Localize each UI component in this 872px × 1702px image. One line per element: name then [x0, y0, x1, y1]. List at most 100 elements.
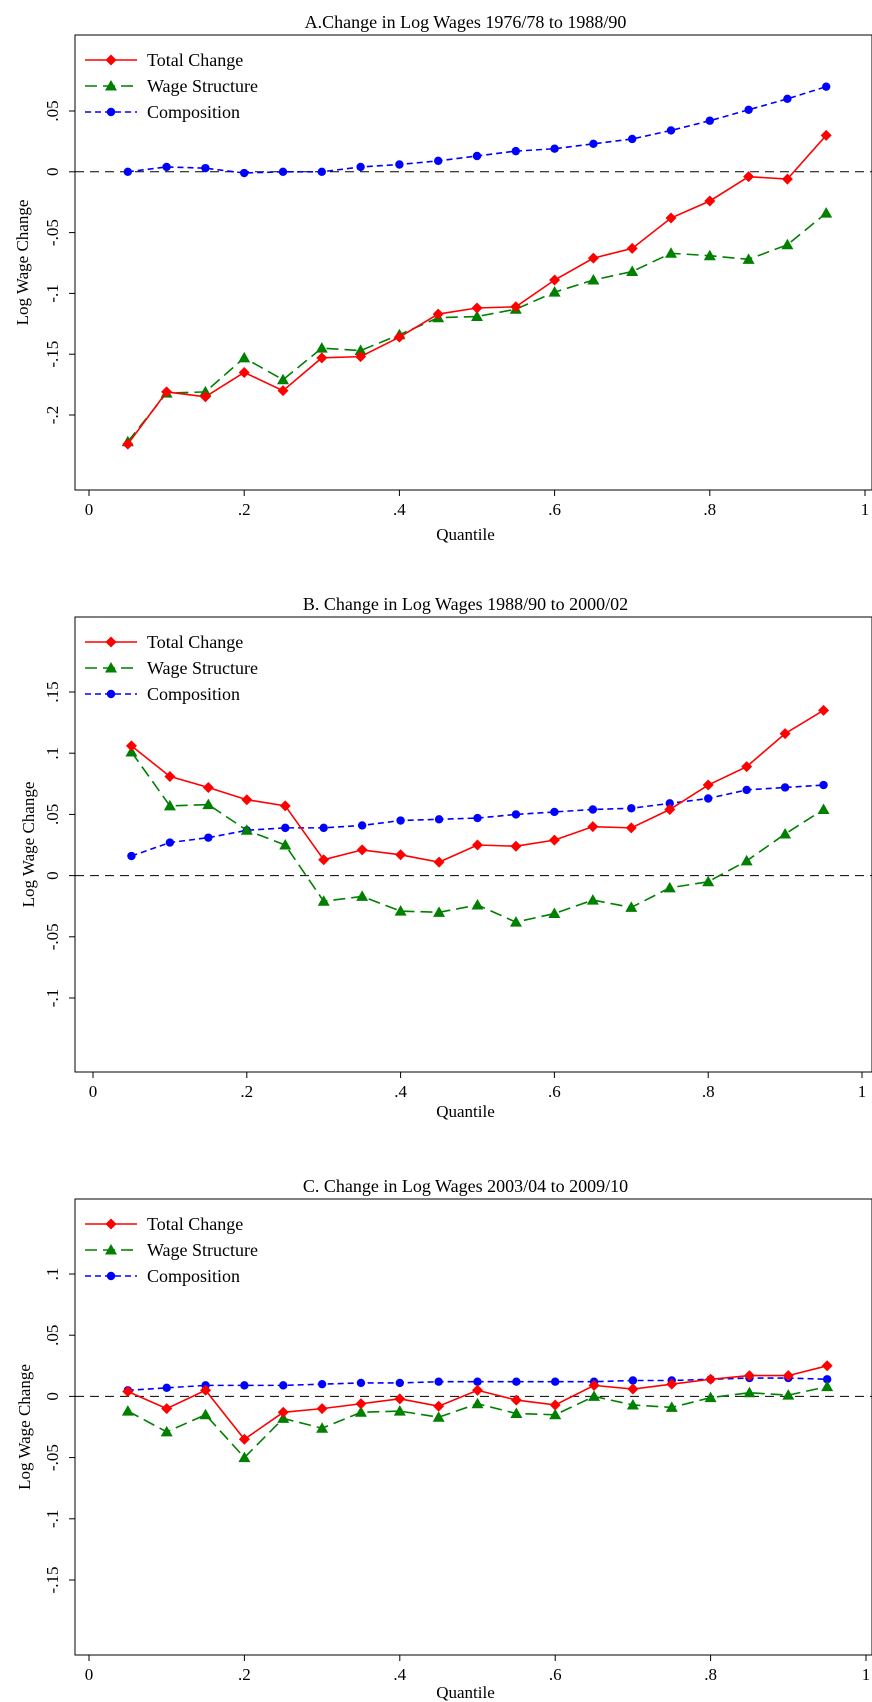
data-point	[820, 129, 832, 141]
data-point	[780, 783, 790, 792]
data-point	[741, 761, 753, 773]
data-point	[396, 816, 405, 825]
y-tick-label: -.2	[43, 406, 62, 424]
data-point	[548, 907, 561, 919]
data-point	[703, 249, 716, 261]
x-tick-label: .2	[238, 500, 251, 519]
data-point	[549, 1408, 562, 1420]
data-point	[432, 1411, 445, 1422]
data-point	[548, 834, 560, 846]
data-point	[743, 1386, 756, 1398]
data-point	[164, 770, 176, 782]
legend-marker-wage	[105, 80, 117, 91]
legend-marker-total	[105, 54, 117, 66]
data-point	[432, 308, 444, 320]
data-point	[625, 901, 638, 912]
x-tick-label: .6	[549, 1665, 562, 1684]
data-point	[510, 1394, 522, 1406]
data-point	[473, 1377, 482, 1386]
series-total	[122, 1360, 833, 1445]
data-point	[512, 1377, 521, 1386]
series-composition	[123, 82, 831, 178]
y-tick-label: .1	[43, 1268, 62, 1281]
data-point	[704, 1391, 717, 1403]
data-point	[626, 265, 639, 277]
data-point	[510, 301, 522, 313]
y-axis-label: Log Wage Change	[19, 782, 38, 908]
x-tick-label: 1	[858, 1082, 867, 1101]
series-total	[122, 129, 832, 450]
legend-marker-composition	[106, 107, 116, 117]
x-tick-label: .4	[394, 1082, 407, 1101]
data-point	[472, 839, 483, 851]
data-point	[743, 171, 755, 183]
data-point	[740, 854, 753, 866]
data-point	[279, 839, 292, 850]
chart-panel-1: A.Change in Log Wages 1976/78 to 1988/90…	[13, 12, 872, 544]
data-point	[510, 840, 522, 852]
x-tick-label: 0	[85, 500, 94, 519]
legend-label-composition: Composition	[147, 102, 240, 122]
data-point	[317, 167, 326, 176]
legend-marker-composition	[106, 689, 116, 699]
data-point	[782, 1389, 795, 1400]
data-point	[779, 728, 791, 740]
series-wage	[121, 207, 833, 447]
x-tick-label: .2	[238, 1665, 251, 1684]
data-point	[743, 1370, 755, 1382]
data-point	[588, 1390, 601, 1401]
legend: Total Change Wage Structure Composition	[85, 50, 258, 122]
data-point	[279, 800, 291, 812]
data-point	[238, 366, 250, 378]
data-point	[240, 824, 253, 835]
x-axis-label: Quantile	[436, 1683, 495, 1702]
data-point	[165, 838, 175, 847]
legend-marker-total	[105, 636, 117, 648]
data-point	[472, 1384, 483, 1396]
data-point	[123, 167, 132, 176]
data-point	[238, 1433, 250, 1445]
data-point	[433, 906, 446, 917]
data-point	[702, 779, 714, 791]
y-tick-label: 0	[43, 168, 62, 177]
data-point	[821, 1380, 834, 1392]
data-point	[744, 105, 753, 114]
data-point	[433, 856, 445, 868]
data-point	[393, 1405, 406, 1416]
data-point	[357, 821, 367, 830]
data-point	[277, 373, 289, 385]
data-point	[355, 351, 367, 363]
y-tick-label: .1	[43, 747, 62, 760]
chart-panel-3: C. Change in Log Wages 2003/04 to 2009/1…	[15, 1176, 872, 1702]
y-tick-label: 0	[43, 871, 62, 880]
y-tick-label: -.1	[43, 284, 62, 302]
data-point	[433, 1400, 445, 1412]
data-point	[160, 1425, 173, 1437]
data-point	[783, 94, 792, 104]
data-point	[705, 116, 714, 125]
data-point	[319, 823, 328, 833]
data-point	[354, 1406, 367, 1417]
data-point	[587, 252, 599, 264]
data-point	[550, 144, 559, 153]
data-point	[395, 849, 407, 861]
legend-label-wage: Wage Structure	[147, 1240, 258, 1260]
data-point	[238, 1451, 251, 1463]
data-point	[626, 242, 638, 254]
series-line	[130, 709, 824, 863]
data-point	[665, 1401, 678, 1412]
data-point	[162, 162, 171, 172]
data-point	[434, 1377, 443, 1386]
data-point	[818, 704, 830, 716]
x-tick-label: 1	[862, 1665, 871, 1684]
data-point	[663, 881, 676, 893]
data-point	[122, 1386, 134, 1398]
data-point	[781, 238, 794, 250]
data-point	[742, 253, 755, 264]
y-tick-label: -.1	[43, 1510, 62, 1528]
x-tick-label: .6	[548, 500, 561, 519]
data-point	[201, 163, 210, 173]
data-point	[628, 1376, 638, 1385]
data-point	[666, 126, 676, 135]
